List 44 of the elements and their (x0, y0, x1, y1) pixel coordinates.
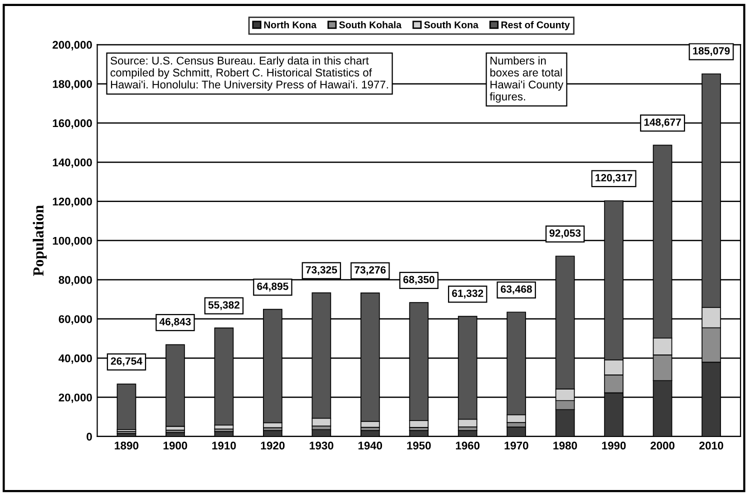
y-tick-label: 40,000 (58, 354, 92, 364)
x-tick-label: 1930 (310, 442, 334, 450)
x-tick-label: 2010 (699, 442, 724, 450)
total-label: 120,317 (596, 174, 632, 183)
legend-label: Rest of County (501, 21, 570, 30)
y-tick-label: 60,000 (58, 315, 92, 325)
y-tick-label: 120,000 (52, 198, 92, 208)
legend-label: North Kona (264, 21, 317, 28)
total-label: 61,332 (452, 290, 484, 298)
legend-label: South Kohala (339, 21, 402, 28)
x-tick-label: 1990 (602, 442, 626, 450)
annotation: Source: U.S. Census Bureau. Early data in this chart compiled by Schmitt, Robert C. Historical Statistics of Hawai'i. Honolulu: The University Press of Hawai'i. 1977. (110, 56, 388, 91)
y-tick-label: 200,000 (52, 40, 92, 50)
y-tick-label: 0 (86, 432, 92, 441)
y-tick-label: 80,000 (58, 276, 92, 286)
total-label: 185,079 (693, 47, 730, 56)
y-tick-label: 140,000 (52, 158, 92, 168)
x-tick-label: 2000 (650, 442, 674, 450)
total-label: 63,468 (500, 285, 532, 294)
x-tick-label: 1950 (407, 442, 431, 450)
x-tick-label: 1900 (164, 442, 188, 450)
total-label: 64,895 (257, 282, 288, 292)
y-tick-label: 160,000 (52, 119, 92, 129)
y-tick-label: 20,000 (58, 394, 92, 404)
total-label: 92,053 (550, 229, 581, 238)
x-tick-label: 1890 (114, 442, 138, 450)
x-tick-label: 1940 (358, 442, 382, 450)
y-tick-label: 180,000 (52, 80, 92, 90)
annotation: Numbers in boxes are total Hawai'i County figures. (490, 56, 564, 103)
legend-label: South Kona (424, 21, 478, 28)
y-tick-label: 100,000 (52, 236, 92, 246)
total-label: 55,382 (208, 301, 240, 310)
total-label: 73,325 (306, 266, 338, 275)
x-tick-label: 1970 (504, 442, 528, 450)
x-tick-label: 1980 (553, 442, 577, 450)
x-tick-label: 1960 (456, 442, 480, 450)
x-tick-label: 1920 (261, 442, 285, 450)
total-label: 73,276 (354, 266, 386, 276)
total-label: 46,843 (159, 318, 191, 327)
total-label: 26,754 (110, 357, 142, 366)
total-label: 148,677 (644, 118, 681, 128)
y-axis-title: Population (32, 205, 47, 276)
total-label: 68,350 (403, 276, 434, 285)
x-tick-label: 1910 (212, 442, 236, 450)
